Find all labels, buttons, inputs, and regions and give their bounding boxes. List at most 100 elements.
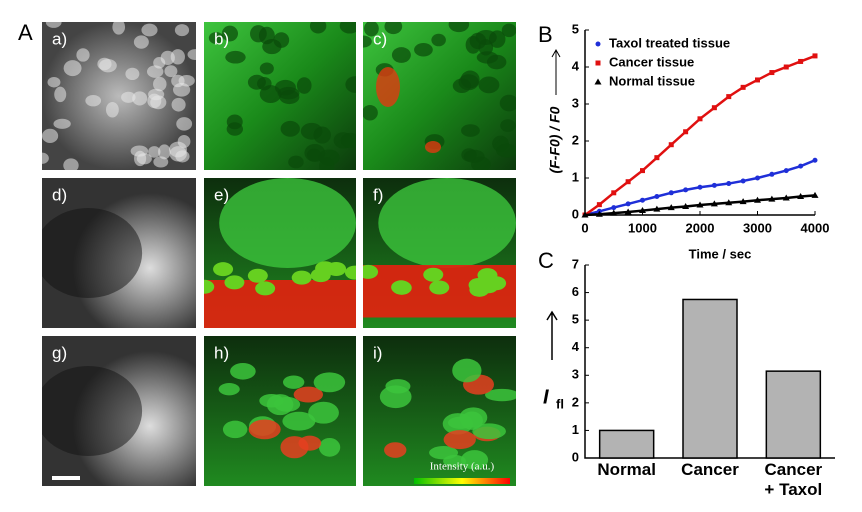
micrograph — [363, 22, 516, 170]
cell — [176, 117, 193, 131]
point — [682, 202, 690, 209]
cell — [63, 60, 82, 77]
cell — [364, 22, 379, 37]
signal — [248, 419, 281, 440]
signal — [315, 261, 336, 276]
x-tick-label: Cancer — [681, 460, 739, 479]
micrograph — [204, 22, 356, 170]
cell — [288, 155, 304, 169]
cell — [208, 31, 224, 45]
signal — [259, 393, 284, 408]
point — [739, 198, 747, 205]
signal — [204, 279, 215, 294]
y-tick-label: 0 — [572, 449, 579, 464]
signal — [344, 265, 356, 280]
signal — [218, 383, 240, 396]
legend-label: Taxol treated tissue — [609, 35, 730, 50]
cell — [125, 67, 140, 81]
bar — [598, 429, 655, 459]
x-label-box: Cancer — [681, 460, 739, 479]
cell — [496, 143, 516, 158]
point — [812, 157, 818, 163]
signal — [291, 270, 312, 285]
x-tick-label: 4000 — [801, 220, 830, 235]
cell — [170, 49, 185, 65]
cell — [247, 74, 266, 90]
point — [782, 194, 790, 201]
point — [654, 155, 660, 161]
y-tick-label: 0 — [572, 206, 579, 221]
x-label-box: Normal — [597, 460, 656, 479]
point — [726, 181, 732, 187]
cell — [53, 118, 71, 129]
image-label: f) — [373, 185, 383, 204]
cell — [500, 119, 516, 132]
signal — [230, 363, 256, 380]
y-axis-arrow — [551, 48, 561, 95]
image-label: d) — [52, 185, 67, 204]
image-label: a) — [52, 29, 67, 48]
point — [798, 58, 804, 64]
signal — [485, 388, 516, 402]
micrograph — [42, 178, 196, 328]
cell — [105, 101, 119, 118]
y-axis-label: (F-F0) / F0 — [547, 106, 563, 173]
cell — [333, 132, 353, 149]
point — [595, 210, 603, 217]
signal — [293, 386, 324, 403]
hot-spot — [376, 67, 400, 107]
cell — [141, 23, 158, 37]
signal — [255, 281, 276, 296]
y-tick-label: 1 — [572, 169, 579, 184]
x-tick-label: 0 — [581, 220, 588, 235]
cell — [42, 152, 49, 164]
panel-label: C — [538, 248, 554, 273]
cell — [465, 36, 481, 54]
point — [697, 184, 703, 190]
cell — [226, 114, 243, 130]
cell — [345, 76, 356, 93]
cell — [148, 146, 161, 158]
point — [755, 175, 760, 181]
cell — [54, 86, 67, 103]
cell — [273, 32, 290, 48]
y-tick-label: 3 — [572, 95, 579, 110]
signal — [313, 372, 346, 393]
cell — [363, 105, 378, 121]
micrograph-bg — [363, 336, 516, 486]
micrograph — [42, 22, 196, 170]
image-label: b) — [214, 29, 229, 48]
cell — [174, 24, 190, 37]
signal — [469, 282, 490, 297]
signal — [224, 275, 245, 290]
point — [769, 70, 775, 76]
signal — [379, 385, 412, 409]
y-tick-label: 1 — [572, 422, 579, 437]
signal — [298, 435, 322, 451]
point — [667, 204, 675, 211]
image-label: g) — [52, 343, 67, 362]
panel-label: B — [538, 22, 553, 47]
signal — [213, 262, 234, 277]
legend-label: Cancer tissue — [609, 54, 694, 69]
cell — [296, 77, 312, 94]
colorbar — [414, 478, 510, 484]
cell — [171, 97, 186, 112]
cell — [85, 94, 102, 107]
cell — [63, 158, 79, 170]
point — [711, 182, 717, 188]
cell — [274, 79, 296, 96]
point — [697, 116, 703, 122]
signal — [391, 280, 412, 295]
image-label: h) — [214, 343, 229, 362]
cell — [169, 141, 187, 158]
point — [755, 77, 760, 83]
y-tick-label: 5 — [572, 312, 579, 327]
x-axis-label: Time / sec — [689, 246, 752, 261]
legend-label: Normal tissue — [609, 73, 695, 88]
signal — [452, 358, 482, 383]
cell — [461, 124, 480, 137]
shade — [42, 208, 143, 298]
point — [653, 205, 661, 212]
image-label: c) — [373, 29, 387, 48]
